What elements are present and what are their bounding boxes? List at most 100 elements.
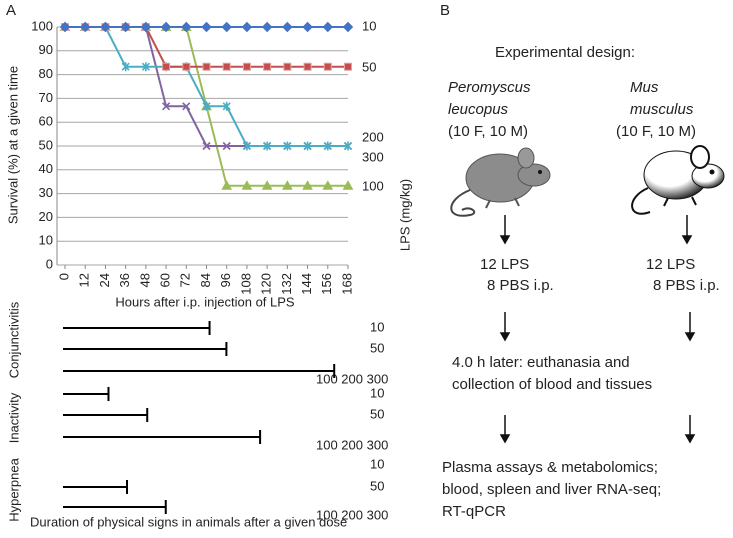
x-tick-label: 48 — [137, 273, 152, 287]
series-marker — [121, 62, 130, 72]
dose-label: 50 — [370, 340, 384, 355]
treatment: 12 LPS — [646, 256, 695, 273]
y-tick-label: 70 — [39, 90, 53, 105]
y-tick-label: 90 — [39, 42, 53, 57]
panel-label: B — [440, 2, 450, 19]
series-marker — [302, 21, 313, 33]
panel-label: A — [6, 2, 16, 19]
x-tick-label: 96 — [218, 273, 233, 287]
x-tick-label: 120 — [259, 273, 274, 295]
y-tick-label: 80 — [39, 66, 53, 81]
y-tick-label: 50 — [39, 137, 53, 152]
series-marker — [342, 180, 354, 190]
group-label: Hyperpnea — [6, 457, 21, 521]
x-axis-label: Hours after i.p. injection of LPS — [115, 294, 295, 309]
series-marker — [344, 62, 352, 71]
series-marker — [323, 141, 332, 151]
series-marker — [221, 180, 233, 190]
species-epithet: musculus — [630, 101, 694, 118]
arrows — [499, 215, 696, 444]
series-marker — [303, 62, 312, 71]
series-marker — [241, 180, 253, 190]
series-marker — [100, 21, 111, 33]
x-tick-label: 36 — [117, 273, 132, 287]
duration-bar — [63, 364, 336, 378]
y-tick-label: 20 — [39, 209, 53, 224]
species-epithet: leucopus — [448, 101, 509, 118]
series-marker — [160, 21, 172, 33]
series-marker — [303, 141, 312, 151]
dose-label: 100 200 300 — [316, 371, 388, 386]
x-tick-label: 72 — [178, 273, 193, 287]
x-tick-label: 168 — [339, 273, 354, 295]
x-tick-label: 60 — [158, 273, 173, 287]
legend-label: 200 — [362, 129, 384, 144]
white-mouse — [631, 145, 725, 215]
series-marker — [59, 21, 71, 33]
series-marker — [342, 21, 354, 33]
x-tick-label: 144 — [299, 273, 314, 295]
treatment: 8 PBS i.p. — [487, 277, 554, 294]
y-tick-label: 60 — [39, 114, 53, 129]
species-group: (10 F, 10 M) — [448, 123, 528, 140]
caption: Duration of physical signs in animals af… — [30, 514, 347, 529]
series-marker — [120, 21, 131, 33]
y-axis-label: Survival (%) at a given time — [5, 66, 20, 224]
duration-bar — [63, 480, 129, 494]
species-group: (10 F, 10 M) — [616, 123, 696, 140]
y-tick-label: 100 — [31, 18, 53, 33]
dose-label: 50 — [370, 478, 384, 493]
series-marker — [162, 62, 171, 71]
series-marker — [282, 180, 293, 190]
gray-mouse — [450, 147, 551, 217]
series-line — [65, 26, 348, 147]
diagram-title: Experimental design: — [495, 44, 635, 61]
series-marker — [182, 62, 191, 71]
legend-label: 100 — [362, 178, 384, 193]
series-marker — [182, 102, 191, 111]
series-marker — [202, 101, 211, 111]
series-marker — [140, 21, 152, 33]
legend-label: 10 — [362, 18, 376, 33]
duration-bar — [63, 342, 228, 356]
dose-label: 10 — [370, 456, 384, 471]
series-marker — [261, 180, 273, 190]
duration-bar — [63, 500, 167, 514]
series-marker — [162, 102, 171, 111]
group-label: Conjunctivitis — [6, 301, 21, 378]
series-marker — [222, 62, 231, 71]
series-line — [65, 26, 348, 147]
x-tick-label: 132 — [279, 273, 294, 295]
x-tick-label: 108 — [238, 273, 253, 295]
y-tick-label: 30 — [39, 185, 53, 200]
species-genus: Mus — [630, 79, 659, 96]
species-genus: Peromyscus — [448, 79, 531, 96]
series-marker — [242, 62, 251, 71]
series-marker — [141, 62, 150, 72]
duration-bar — [63, 430, 262, 444]
series-marker — [181, 21, 192, 33]
series-marker — [263, 141, 272, 151]
x-tick-label: 0 — [56, 273, 71, 280]
series-marker — [283, 62, 292, 71]
series-marker — [282, 21, 293, 33]
y-tick-label: 0 — [46, 256, 53, 271]
y-tick-label: 40 — [39, 161, 53, 176]
series-marker — [222, 101, 231, 111]
series-marker — [202, 141, 211, 151]
series-marker — [343, 141, 353, 151]
series-marker — [242, 141, 251, 151]
output: Plasma assays & metabolomics; — [442, 459, 658, 476]
series-marker — [201, 21, 212, 33]
x-tick-label: 12 — [77, 273, 92, 287]
treatment: 12 LPS — [480, 256, 529, 273]
series-marker — [283, 141, 292, 151]
dose-label: 100 200 300 — [316, 437, 388, 452]
series-marker — [322, 21, 333, 33]
series-marker — [241, 21, 253, 33]
series-marker — [322, 180, 334, 190]
step: 4.0 h later: euthanasia and — [452, 354, 630, 371]
dose-label: 10 — [370, 319, 384, 334]
x-tick-label: 156 — [319, 273, 334, 295]
